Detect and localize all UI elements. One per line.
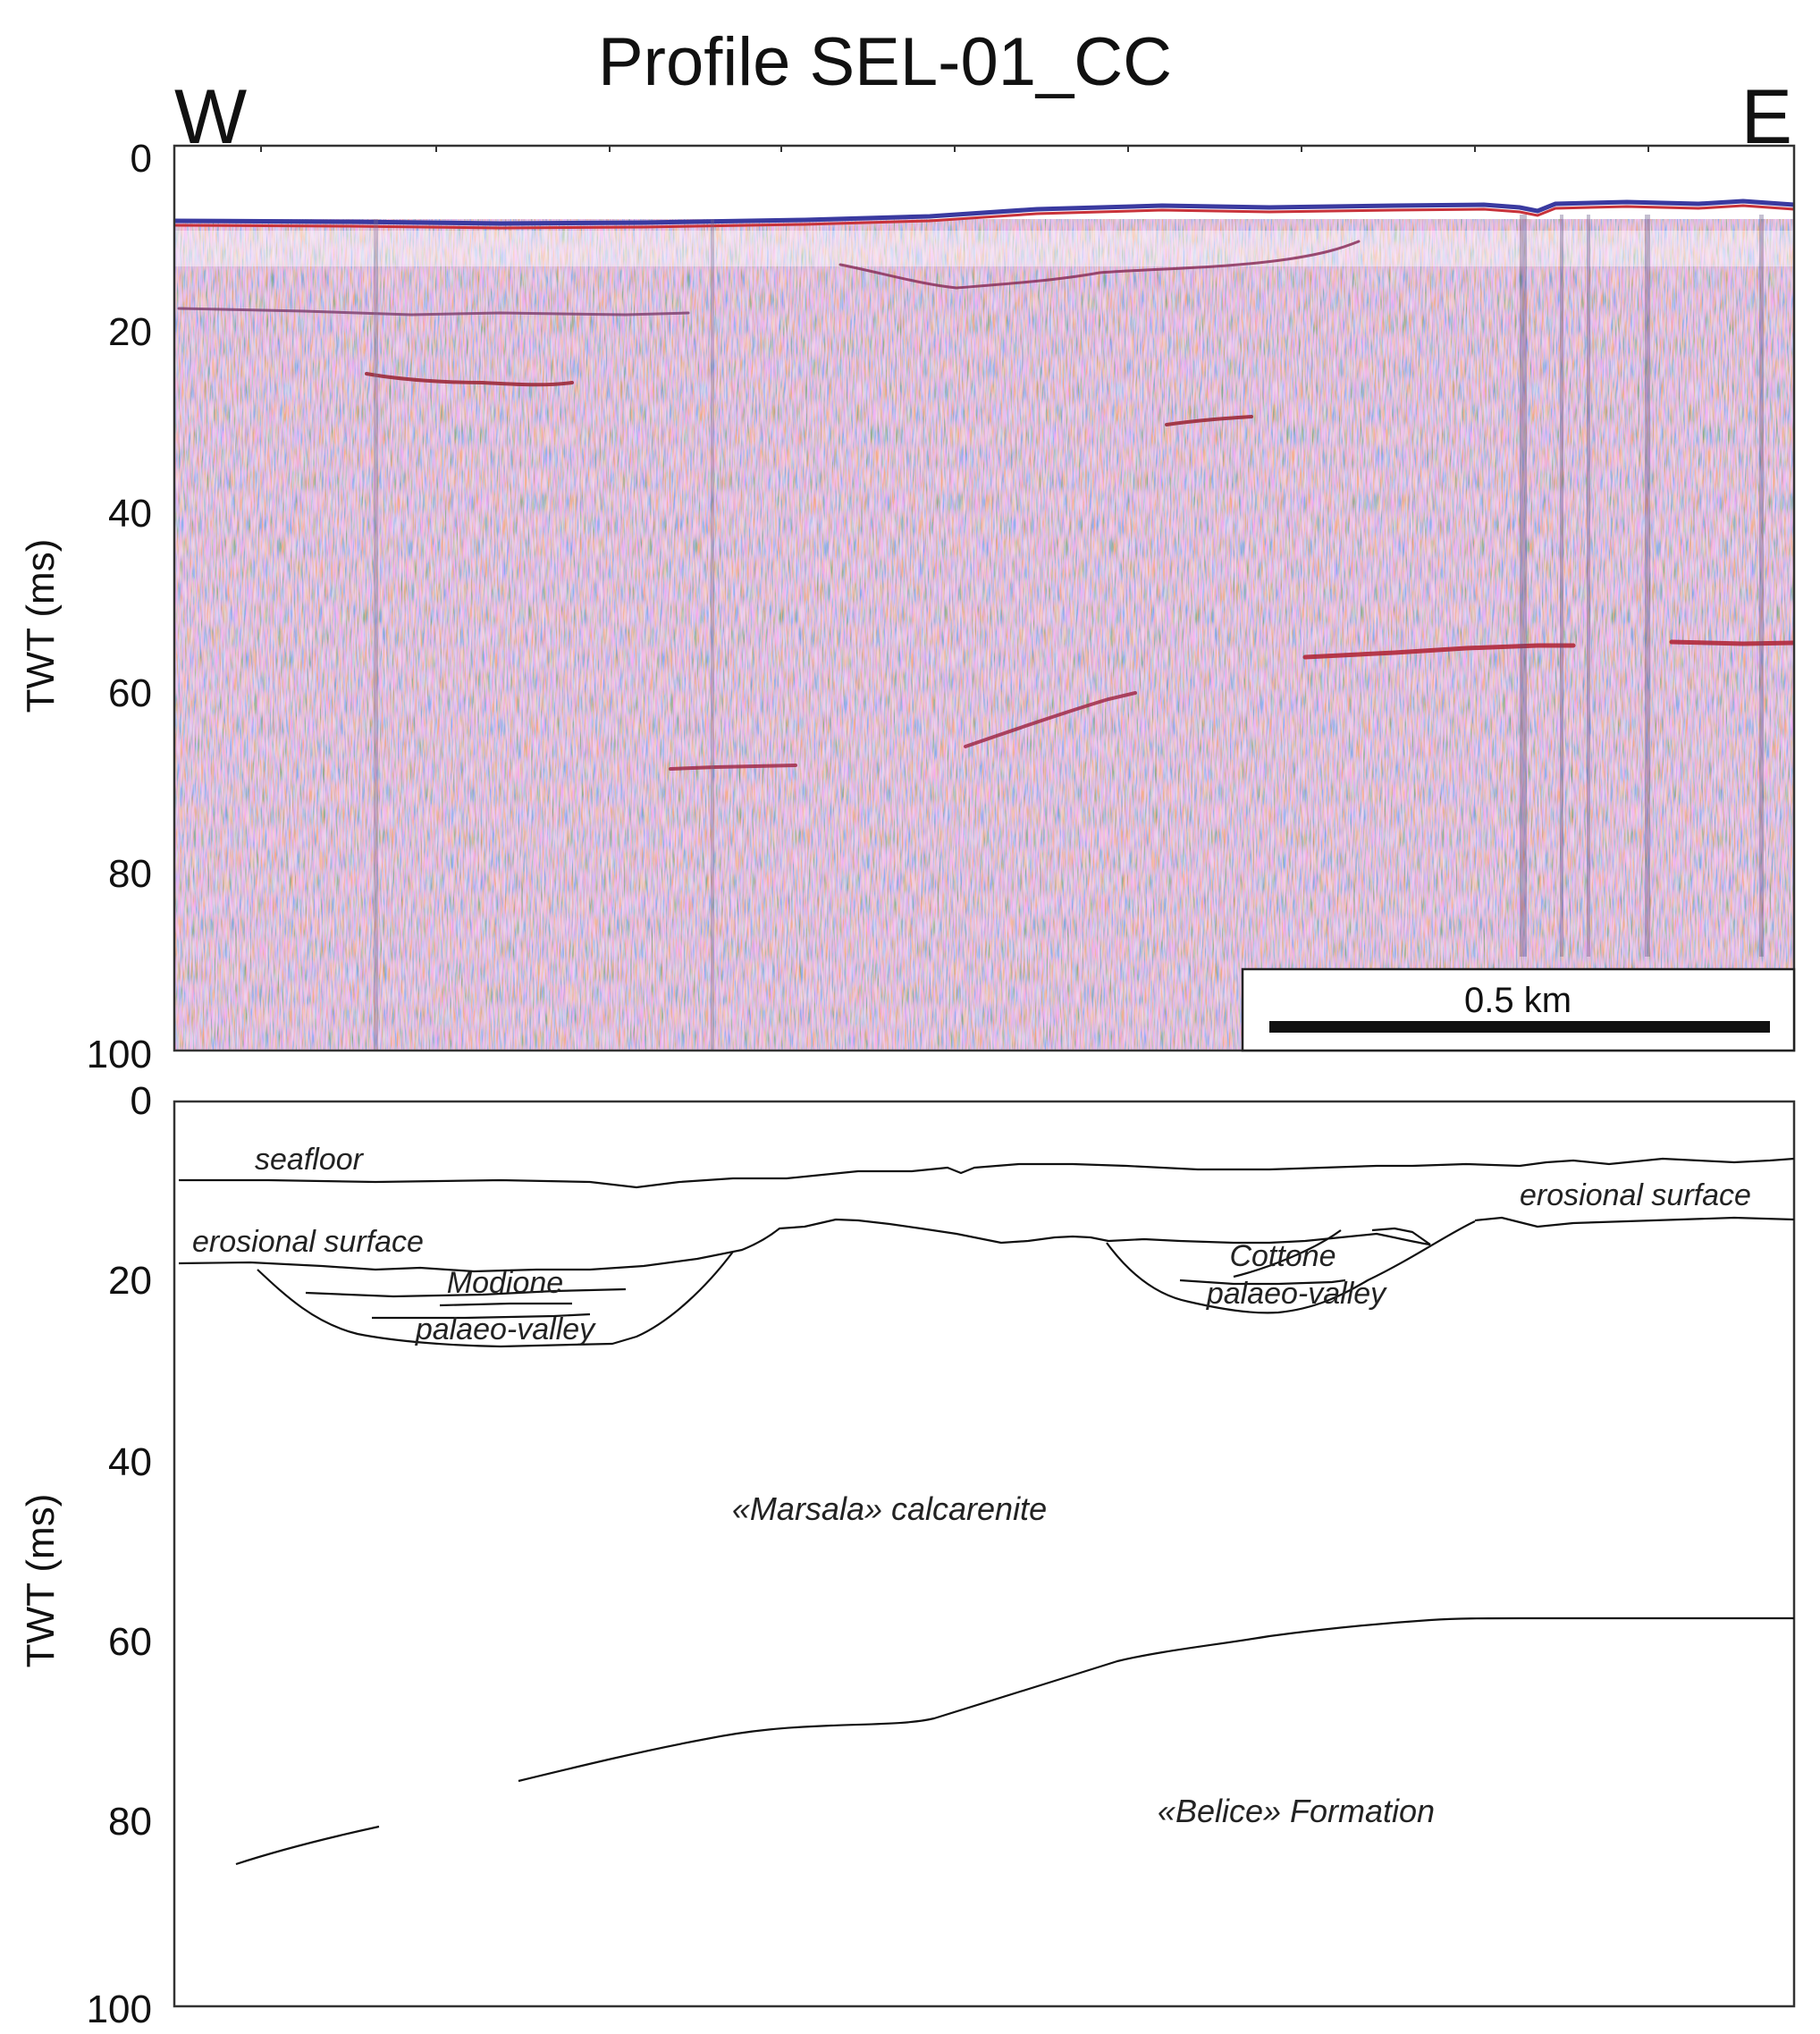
scale-bar-line: [1269, 1021, 1770, 1033]
interpretation-panel: 0 20 40 60 80 100 TWT (ms) seafloor eros…: [19, 1079, 1796, 2031]
interpretation-frame: [173, 1100, 1796, 2008]
deep-reflector-central: [669, 764, 797, 771]
cottone-fill-1: [1179, 1279, 1346, 1286]
deep-reflector-far-east: [1669, 639, 1794, 646]
label-modione: Modione: [447, 1266, 563, 1300]
interp-ytick-0: 0: [131, 1079, 152, 1123]
erosional-reflector: [838, 240, 1361, 290]
deep-reflector-east: [1302, 643, 1576, 660]
interp-ytick-20: 20: [108, 1259, 152, 1303]
deep-reflector-dipping: [964, 691, 1137, 748]
modione-fill-1: [305, 1287, 627, 1298]
interp-ytick-80: 80: [108, 1800, 152, 1844]
seismic-ytick-20: 20: [108, 310, 152, 354]
label-erosional-surface-west: erosional surface: [192, 1225, 424, 1259]
interp-ylabel: TWT (ms): [19, 1494, 63, 1668]
trace-artefacts: [374, 215, 1764, 1051]
seismic-ytick-80: 80: [108, 852, 152, 896]
scale-bar: 0.5 km: [1241, 967, 1796, 1052]
label-marsala-calcarenite: «Marsala» calcarenite: [732, 1490, 1047, 1527]
seismic-noise: [174, 146, 1794, 1051]
marsala-belice-boundary: [518, 1616, 1794, 1783]
cottone-valley-base: [1106, 1220, 1476, 1314]
label-cottone: Cottone: [1229, 1239, 1336, 1273]
label-modione-palaeo-valley: palaeo-valley: [415, 1312, 596, 1346]
seismic-y-axis: 0 20 40 60 80 100 TWT (ms): [19, 137, 152, 1076]
label-cottone-palaeo-valley: palaeo-valley: [1206, 1277, 1387, 1311]
top-ticks: [260, 146, 1649, 152]
label-belice-formation: «Belice» Formation: [1158, 1793, 1435, 1829]
seafloor-reflector-red: [174, 204, 1794, 230]
seismic-ytick-100: 100: [87, 1033, 152, 1076]
seismic-ylabel: TWT (ms): [19, 539, 63, 713]
label-erosional-surface-east: erosional surface: [1520, 1178, 1751, 1212]
interp-ytick-40: 40: [108, 1440, 152, 1484]
cottone-valley-reflector: [1165, 415, 1253, 426]
modione-fill-2: [439, 1302, 572, 1307]
east-erosional-horizon: [1474, 1216, 1795, 1228]
seafloor-horizon: [179, 1157, 1795, 1189]
seismic-whitewater: [174, 146, 1794, 219]
cottone-fill-2: [1233, 1229, 1342, 1279]
cottone-top-horizon: [1371, 1227, 1431, 1245]
modione-valley-reflector: [365, 372, 574, 387]
seismic-ytick-60: 60: [108, 671, 152, 715]
label-seafloor: seafloor: [255, 1143, 365, 1177]
seismic-panel: 0 20 40 60 80 100 TWT (ms) 0.5 km: [19, 137, 1796, 1076]
interp-ytick-100: 100: [87, 1988, 152, 2031]
seismic-frame: [173, 144, 1796, 1052]
shallow-pale-zone: [174, 231, 1794, 266]
figure-title: Profile SEL-01_CC: [598, 24, 1172, 100]
seismic-ytick-40: 40: [108, 492, 152, 536]
interp-ytick-60: 60: [108, 1620, 152, 1664]
modione-valley-base: [257, 1251, 734, 1348]
scale-bar-label: 0.5 km: [1464, 981, 1571, 1020]
seafloor-reflector: [174, 198, 1794, 226]
seismic-ytick-0: 0: [131, 137, 152, 181]
interpretation-y-axis: 0 20 40 60 80 100 TWT (ms): [19, 1079, 152, 2031]
modione-fill-3: [372, 1312, 591, 1320]
marsala-belice-boundary-west: [235, 1825, 380, 1866]
west-shallow-reflector: [177, 307, 690, 316]
erosional-surface-horizon: [178, 1218, 1431, 1273]
